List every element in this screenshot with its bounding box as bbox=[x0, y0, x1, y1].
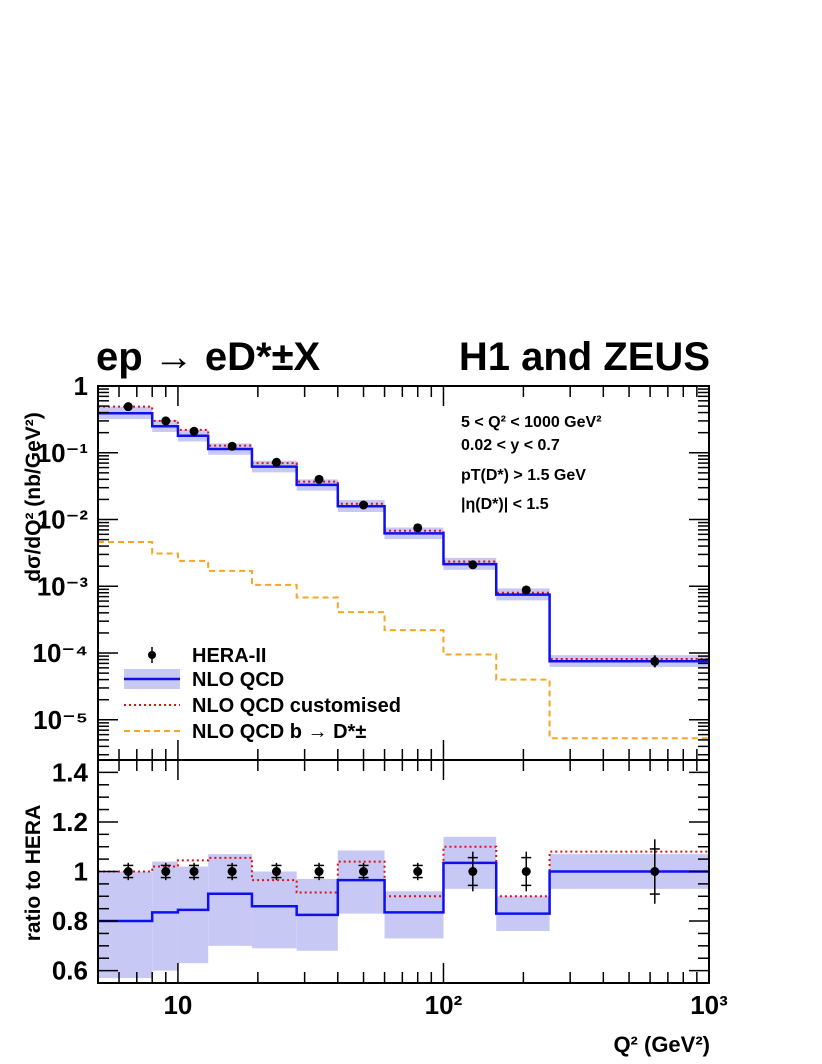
legend-entry: NLO QCD customised bbox=[192, 695, 401, 717]
ratio-data-point bbox=[359, 867, 369, 876]
nlo-line bbox=[98, 412, 709, 663]
y-tick-label-top: 10⁻⁵ bbox=[33, 705, 88, 735]
legend-entry: NLO QCD bbox=[192, 669, 284, 691]
ratio-data-point bbox=[314, 867, 324, 876]
x-tick-label: 10³ bbox=[690, 990, 728, 1020]
y-tick-label-top: 10⁻³ bbox=[37, 571, 89, 601]
ratio-data-point bbox=[189, 867, 199, 876]
y-tick-label-top: 10⁻¹ bbox=[37, 438, 88, 468]
hera-data-point bbox=[271, 457, 281, 467]
legend-hera-marker bbox=[148, 651, 156, 659]
y-tick-label-bottom: 0.8 bbox=[52, 906, 88, 936]
top-frame bbox=[97, 385, 710, 761]
y-tick-label-top: 10⁻² bbox=[37, 505, 89, 535]
ratio-band-bin bbox=[384, 891, 444, 939]
ratio-data-point bbox=[468, 867, 478, 876]
ratio-band-bin bbox=[98, 871, 153, 979]
y-tick-label-bottom: 0.6 bbox=[52, 956, 88, 986]
cross-section-panel bbox=[97, 385, 710, 761]
top-y-tick-labels: 1 10⁻¹ 10⁻² 10⁻³ 10⁻⁴ 10⁻⁵ bbox=[32, 371, 709, 756]
cut-line: pT(D*) > 1.5 GeV bbox=[461, 467, 586, 484]
ratio-data-point bbox=[123, 867, 133, 876]
ratio-data-point bbox=[271, 867, 281, 876]
title-right: H1 and ZEUS bbox=[459, 335, 710, 379]
title-left: ep → eD*±X bbox=[96, 335, 321, 379]
ratio-data-point bbox=[227, 867, 237, 876]
x-tick-labels: 10 10² 10³ bbox=[97, 386, 728, 1020]
ratio-band-bin bbox=[337, 850, 385, 914]
hera-data-point bbox=[161, 416, 171, 426]
hera-data-point bbox=[413, 523, 423, 533]
hera-data-point bbox=[359, 500, 369, 510]
y-tick-label-bottom: 1.4 bbox=[52, 757, 89, 787]
ratio-data-point bbox=[521, 867, 531, 876]
cuts-annotation: 5 < Q² < 1000 GeV² 0.02 < y < 0.7 pT(D*) >… bbox=[461, 414, 602, 513]
hera-data-point bbox=[314, 474, 324, 484]
ratio-band-bin bbox=[251, 871, 297, 949]
hera-data-point bbox=[189, 426, 199, 436]
ratio-nlo-line bbox=[98, 861, 709, 923]
hera-data-point bbox=[227, 441, 237, 451]
x-axis-label: Q² (GeV²) bbox=[613, 1032, 710, 1057]
ratio-data-point bbox=[161, 867, 171, 876]
y-tick-label-bottom: 1 bbox=[74, 857, 88, 887]
hera-data-point bbox=[468, 560, 478, 570]
bottom-y-tick-labels: 1.4 1.2 1 0.8 0.6 bbox=[52, 757, 709, 986]
ratio-data-point bbox=[413, 867, 423, 876]
ratio-band-bin bbox=[177, 866, 209, 964]
x-tick-label: 10 bbox=[163, 990, 192, 1020]
b-to-dstar-line bbox=[98, 541, 709, 740]
y-axis-label-top: dσ/dQ² (nb/GeV²) bbox=[22, 412, 45, 582]
y-tick-label-top: 10⁻⁴ bbox=[32, 638, 88, 668]
cut-line: |η(D*)| < 1.5 bbox=[461, 496, 549, 513]
hera-data-point bbox=[521, 585, 531, 595]
x-tick-label: 10² bbox=[425, 990, 463, 1020]
ratio-data-point bbox=[650, 867, 660, 876]
cut-line: 5 < Q² < 1000 GeV² bbox=[461, 414, 602, 431]
legend-entry: HERA-II bbox=[192, 645, 266, 667]
hera-data-point bbox=[123, 402, 133, 412]
legend-entry: NLO QCD b → D*± bbox=[192, 721, 366, 743]
y-tick-label-bottom: 1.2 bbox=[52, 807, 88, 837]
cut-line: 0.02 < y < 0.7 bbox=[461, 437, 560, 454]
y-axis-label-bottom: ratio to HERA bbox=[22, 805, 45, 942]
ratio-panel bbox=[97, 759, 710, 984]
y-tick-label-top: 1 bbox=[74, 371, 88, 401]
